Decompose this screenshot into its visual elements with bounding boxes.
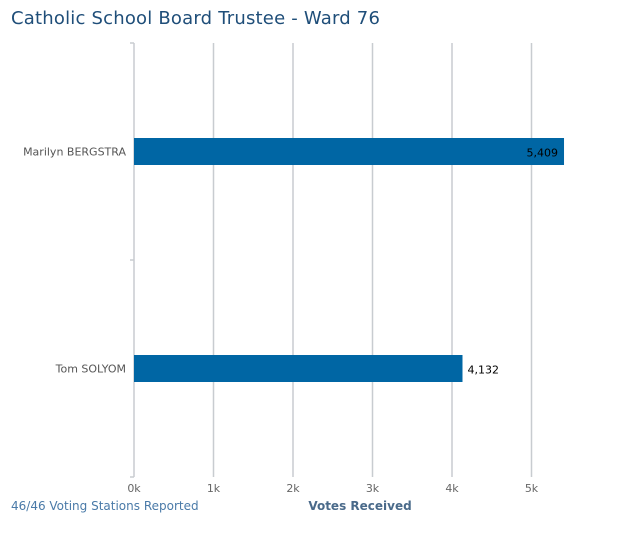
voting-stations-reported: 46/46 Voting Stations Reported — [11, 499, 199, 513]
x-tick-label: 2k — [286, 482, 300, 495]
bar-value-label: 5,409 — [527, 147, 559, 160]
category-label: Tom SOLYOM — [55, 363, 126, 376]
x-axis-title: Votes Received — [308, 499, 412, 513]
bar — [134, 355, 463, 382]
category-label: Marilyn BERGSTRA — [23, 146, 126, 159]
x-tick-label: 4k — [445, 482, 459, 495]
bars — [134, 138, 565, 382]
gridlines — [212, 43, 533, 477]
x-tick-label: 3k — [366, 482, 380, 495]
chart-title: Catholic School Board Trustee - Ward 76 — [11, 8, 381, 29]
x-tick-label: 5k — [525, 482, 539, 495]
x-tick-label: 0k — [127, 482, 141, 495]
bar-value-label: 4,132 — [467, 364, 499, 377]
x-tick-label: 1k — [207, 482, 221, 495]
labels: 0k 1k 2k 3k 4k 5k Marilyn BERGSTRA 5,409 Tom SOL… — [23, 146, 558, 496]
bar — [134, 138, 565, 165]
y-axis — [130, 42, 135, 478]
